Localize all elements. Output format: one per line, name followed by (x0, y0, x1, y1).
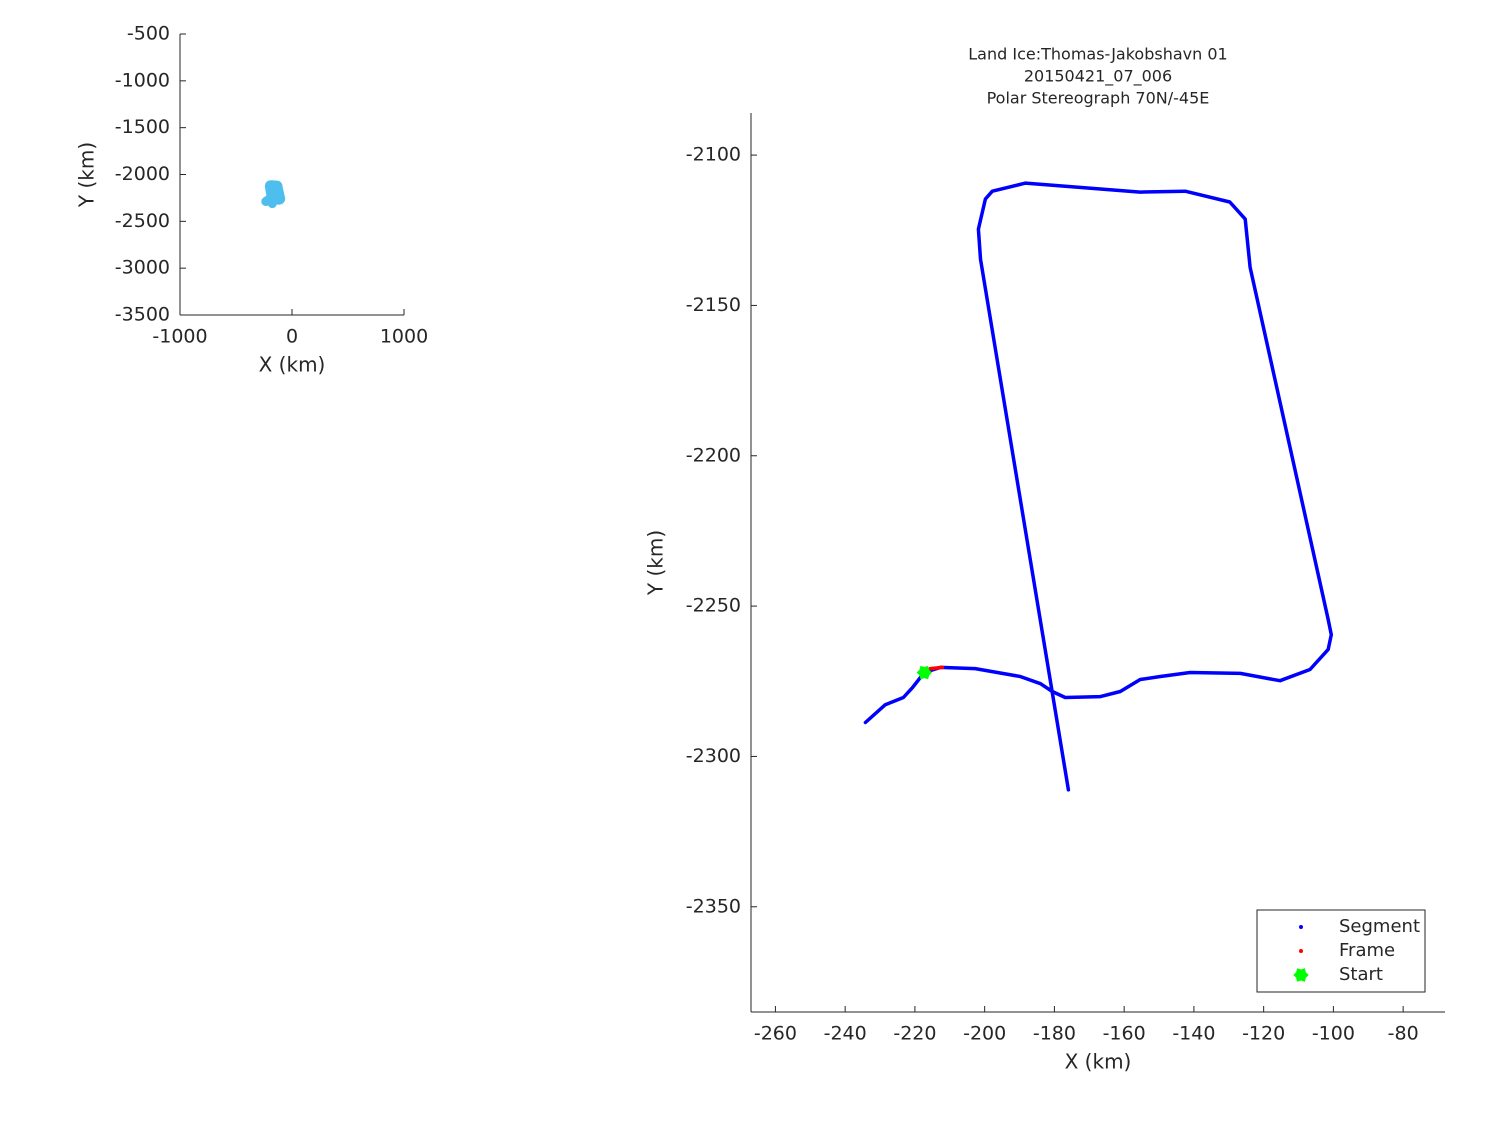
x-tick-label: -1000 (152, 326, 207, 348)
y-tick-label: -2500 (115, 210, 170, 232)
x-axis-label: X (km) (259, 353, 326, 377)
y-tick-label: -500 (127, 23, 170, 45)
y-tick-label: -3000 (115, 257, 170, 279)
x-tick-label: -140 (1172, 1023, 1215, 1045)
x-tick-label: -160 (1103, 1023, 1146, 1045)
legend-label: Start (1339, 964, 1383, 985)
y-tick-label: -3500 (115, 304, 170, 326)
legend-marker (1299, 949, 1303, 953)
legend: Segment Frame Start (1256, 909, 1426, 993)
x-tick-label: -120 (1242, 1023, 1285, 1045)
axes: -1000 0 1000 -3500 -3000 -2500 -2000 -1500 -1000… (75, 23, 429, 377)
data-line (863, 181, 1334, 792)
x-tick-label: -240 (824, 1023, 867, 1045)
x-tick-label: -260 (754, 1023, 797, 1045)
data-line (261, 180, 286, 209)
legend-marker (1293, 968, 1309, 982)
x-tick-label: -100 (1312, 1023, 1355, 1045)
x-tick-label: 0 (286, 326, 298, 348)
x-tick-label: -200 (963, 1023, 1006, 1045)
x-tick-label: -80 (1388, 1023, 1419, 1045)
y-axis-label: Y (km) (644, 530, 668, 596)
legend-label: Frame (1339, 940, 1395, 961)
x-tick-label: 1000 (380, 326, 428, 348)
y-tick-label: -1500 (115, 116, 170, 138)
y-tick-label: -1000 (115, 69, 170, 91)
y-tick-label: -2100 (686, 144, 741, 166)
chart-title: Polar Stereograph 70N/-45E (987, 89, 1210, 108)
start-marker (916, 665, 933, 680)
y-tick-label: -2150 (686, 294, 741, 316)
legend-marker (1299, 925, 1303, 929)
axes: -260 -240 -220 -200 -180 -160 -140 -120 -100 -80 -… (644, 45, 1445, 1074)
y-tick-label: -2200 (686, 444, 741, 466)
y-axis-label: Y (km) (75, 142, 99, 208)
chart-title: Land Ice:Thomas-Jakobshavn 01 (968, 45, 1227, 64)
legend-box (1256, 909, 1426, 993)
data-line (928, 665, 945, 671)
y-tick-label: -2250 (686, 595, 741, 617)
y-tick-label: -2000 (115, 163, 170, 185)
x-axis-label: X (km) (1065, 1050, 1132, 1074)
y-tick-label: -2350 (686, 895, 741, 917)
chart-title: 20150421_07_006 (1024, 67, 1172, 87)
legend-label: Segment (1339, 916, 1420, 937)
x-tick-label: -220 (893, 1023, 936, 1045)
x-tick-label: -180 (1033, 1023, 1076, 1045)
y-tick-label: -2300 (686, 745, 741, 767)
